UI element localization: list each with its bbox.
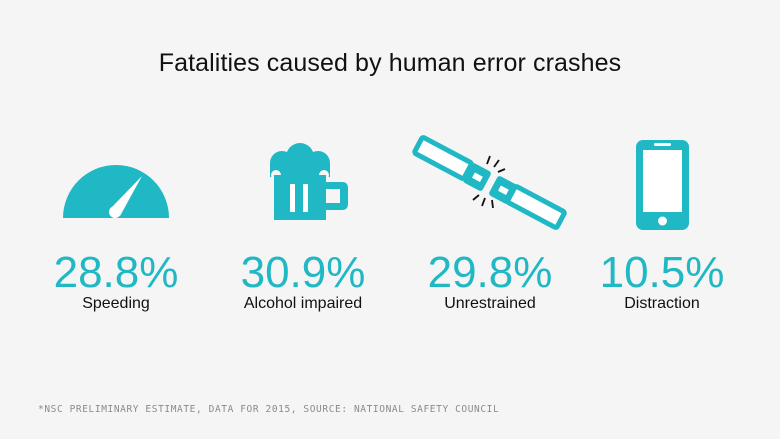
stat-label: Alcohol impaired — [243, 295, 363, 312]
stat-value: 30.9% — [240, 248, 366, 297]
stat-value: 10.5% — [599, 248, 725, 297]
stat-value: 29.8% — [427, 248, 553, 297]
stat-label: Distraction — [624, 295, 700, 312]
footnote: *NSC preliminary estimate, data for 2015… — [38, 404, 500, 415]
smartphone-icon — [567, 130, 757, 230]
chart-title: Fatalities caused by human error crashes — [158, 49, 622, 77]
stat-label: Unrestrained — [444, 295, 536, 312]
seatbelt-icon — [395, 130, 585, 230]
speedometer-icon — [21, 130, 211, 230]
beer-mug-icon — [208, 130, 398, 230]
stat-value: 28.8% — [53, 248, 179, 297]
stat-label: Speeding — [82, 295, 150, 312]
